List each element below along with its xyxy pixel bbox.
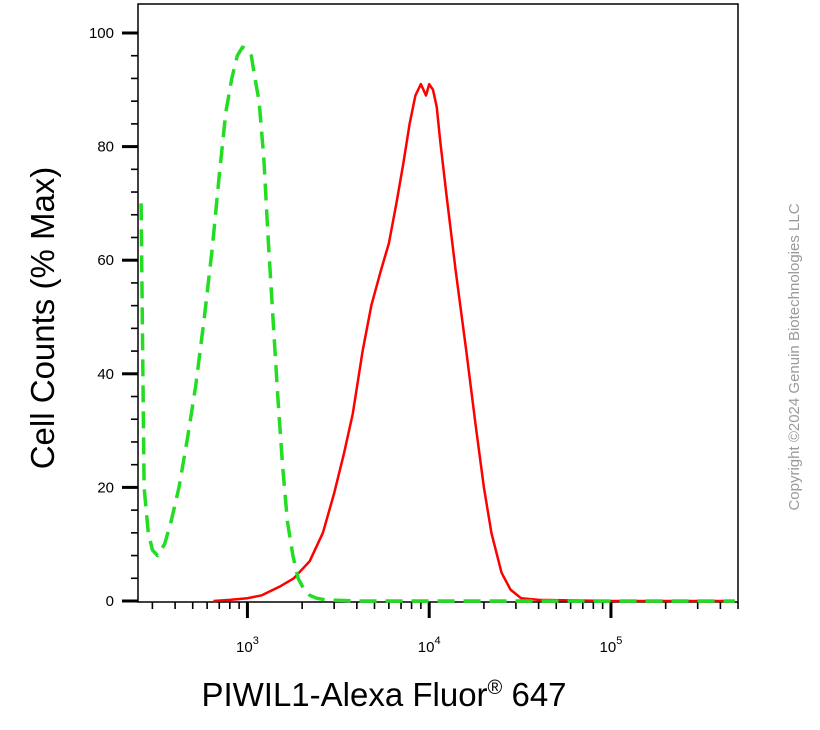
- y-tick-label: 20: [97, 479, 114, 496]
- y-tick-label: 0: [106, 593, 114, 610]
- y-axis: 0 20 40 60 80 100: [89, 25, 138, 610]
- x-tick-label: 105: [600, 635, 623, 656]
- y-tick-label: 40: [97, 366, 114, 383]
- y-tick-label: 100: [89, 25, 114, 42]
- x-tick-label: 103: [236, 635, 259, 656]
- x-axis: 103 104 105: [151, 602, 739, 656]
- x-axis-label-tail: 647: [502, 676, 566, 713]
- plot-frame: [137, 3, 739, 603]
- copyright-text: Copyright ©2024 Genuin Biotechnologies L…: [786, 203, 803, 510]
- y-tick-label: 60: [97, 252, 114, 269]
- x-axis-label: PIWIL1-Alexa Fluor® 647: [201, 676, 566, 713]
- x-tick-label: 104: [418, 635, 441, 656]
- x-axis-label-main: PIWIL1-Alexa Fluor: [201, 676, 487, 713]
- y-axis-label: Cell Counts (% Max): [24, 167, 61, 470]
- series-line-dashed-green: [139, 45, 735, 603]
- x-axis-label-mark: ®: [488, 677, 503, 699]
- series-group: [139, 45, 735, 603]
- series-line-solid-red: [213, 82, 735, 603]
- y-tick-label: 80: [97, 139, 114, 156]
